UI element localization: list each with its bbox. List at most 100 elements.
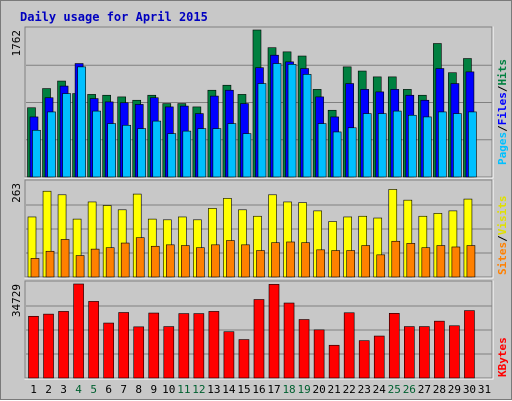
bar-pages-day-21 — [332, 131, 342, 178]
x-tick-day-29: 29 — [448, 383, 461, 396]
x-tick-day-20: 20 — [313, 383, 326, 396]
x-tick-day-24: 24 — [373, 383, 387, 396]
x-tick-day-9: 9 — [150, 383, 157, 396]
legend-kbytes-panel: KBytes — [496, 337, 509, 377]
bar-pages-day-19 — [302, 74, 312, 178]
legend-visits: Visits — [496, 196, 509, 236]
bar-pages-day-27 — [423, 116, 432, 178]
bar-pages-day-14 — [227, 123, 237, 178]
bar-pages-day-11 — [182, 130, 192, 178]
legend-hits-panel: Pages/Files/Hits — [496, 59, 509, 165]
bar-kbytes-day-12 — [193, 313, 205, 379]
bar-sites-day-25 — [391, 240, 401, 278]
bar-pages-day-23 — [362, 113, 372, 178]
bar-kbytes-day-1 — [28, 315, 39, 379]
bar-pages-day-5 — [92, 110, 101, 178]
x-tick-day-27: 27 — [418, 383, 431, 396]
bar-sites-day-7 — [120, 242, 130, 278]
bar-kbytes-day-5 — [88, 301, 99, 379]
x-tick-day-10: 10 — [162, 383, 175, 396]
x-tick-day-4: 4 — [75, 383, 82, 396]
bar-sites-day-12 — [196, 247, 205, 278]
bar-sites-day-2 — [45, 250, 55, 278]
bar-kbytes-day-4 — [73, 283, 84, 379]
bar-sites-day-26 — [406, 243, 416, 278]
x-tick-day-6: 6 — [105, 383, 112, 396]
bar-sites-day-28 — [436, 245, 446, 278]
bar-pages-day-20 — [317, 123, 327, 178]
bar-pages-day-12 — [197, 128, 207, 178]
bar-kbytes-day-11 — [178, 313, 190, 379]
legend-pages: Pages — [496, 132, 509, 165]
bar-pages-day-17 — [272, 63, 282, 178]
x-tick-day-30: 30 — [463, 383, 476, 396]
x-tick-day-1: 1 — [30, 383, 37, 396]
bar-sites-day-9 — [150, 245, 160, 278]
bar-sites-day-6 — [105, 247, 115, 278]
bar-kbytes-day-2 — [43, 313, 54, 379]
bar-kbytes-day-22 — [343, 312, 355, 379]
bar-sites-day-29 — [451, 246, 461, 278]
x-tick-day-11: 11 — [177, 383, 190, 396]
x-tick-day-12: 12 — [192, 383, 205, 396]
bar-kbytes-day-8 — [133, 326, 145, 379]
bar-pages-day-16 — [257, 83, 267, 178]
bar-pages-day-29 — [453, 113, 462, 178]
bar-kbytes-day-24 — [373, 335, 385, 379]
bar-sites-day-21 — [331, 250, 340, 278]
bar-sites-day-1 — [30, 258, 40, 278]
x-tick-day-18: 18 — [282, 383, 295, 396]
bar-pages-day-9 — [152, 120, 162, 178]
bar-kbytes-day-21 — [328, 344, 340, 379]
bar-sites-day-15 — [241, 244, 250, 278]
bar-kbytes-day-26 — [404, 326, 415, 379]
legend-kbytes: KBytes — [496, 337, 509, 377]
bar-kbytes-day-6 — [103, 322, 114, 379]
bar-pages-day-8 — [137, 128, 147, 178]
x-tick-day-23: 23 — [358, 383, 371, 396]
bar-kbytes-day-10 — [163, 326, 175, 379]
bar-kbytes-day-28 — [434, 320, 445, 379]
bar-kbytes-day-19 — [298, 319, 310, 379]
bar-pages-day-15 — [242, 133, 252, 178]
bar-pages-day-26 — [408, 114, 417, 178]
x-tick-day-25: 25 — [388, 383, 401, 396]
x-tick-day-8: 8 — [135, 383, 142, 396]
x-tick-day-28: 28 — [433, 383, 446, 396]
bar-sites-day-17 — [271, 242, 280, 278]
bar-kbytes-day-23 — [358, 340, 370, 379]
bar-sites-day-20 — [316, 249, 325, 278]
chart-title: Daily usage for April 2015 — [20, 10, 208, 24]
bar-pages-day-6 — [107, 123, 116, 178]
bar-pages-day-3 — [62, 93, 71, 178]
bar-pages-day-24 — [377, 113, 387, 178]
bar-pages-day-1 — [32, 129, 41, 178]
bar-pages-day-4 — [77, 66, 86, 178]
bar-sites-day-13 — [211, 244, 220, 278]
ymax-label-kbytes: 34729 — [10, 284, 23, 317]
legend-sep: / — [496, 125, 509, 132]
bar-kbytes-day-13 — [208, 311, 220, 379]
bar-kbytes-day-16 — [253, 299, 265, 379]
bar-kbytes-day-18 — [283, 302, 295, 379]
legend-files: Files — [496, 92, 509, 125]
bar-kbytes-day-20 — [313, 329, 325, 379]
bar-kbytes-day-17 — [268, 284, 280, 379]
bar-sites-day-4 — [75, 255, 85, 278]
bar-pages-day-13 — [212, 128, 222, 178]
bar-sites-day-3 — [60, 239, 70, 278]
bar-pages-day-7 — [122, 124, 131, 178]
x-tick-day-2: 2 — [45, 383, 52, 396]
bar-sites-day-10 — [165, 244, 175, 278]
bar-kbytes-day-25 — [388, 313, 400, 379]
bar-pages-day-28 — [438, 111, 447, 178]
bar-pages-day-10 — [167, 133, 177, 178]
bar-kbytes-day-29 — [449, 325, 460, 379]
bar-sites-day-24 — [376, 254, 386, 278]
bar-sites-day-23 — [361, 245, 371, 278]
legend-sites: Sites — [496, 242, 509, 275]
legend-sep: / — [496, 235, 509, 242]
x-tick-day-5: 5 — [90, 383, 97, 396]
bar-kbytes-day-7 — [118, 312, 129, 379]
